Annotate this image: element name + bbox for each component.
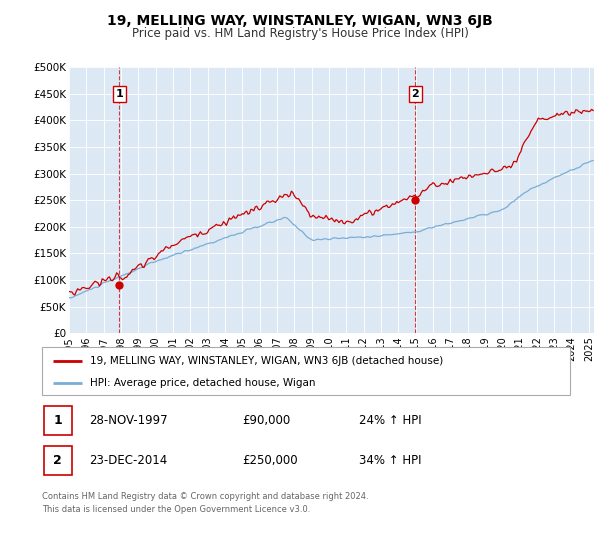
Text: 2: 2 [53, 454, 62, 468]
Text: 2: 2 [412, 89, 419, 99]
Text: HPI: Average price, detached house, Wigan: HPI: Average price, detached house, Wiga… [89, 378, 315, 388]
Text: Price paid vs. HM Land Registry's House Price Index (HPI): Price paid vs. HM Land Registry's House … [131, 27, 469, 40]
Text: Contains HM Land Registry data © Crown copyright and database right 2024.: Contains HM Land Registry data © Crown c… [42, 492, 368, 501]
Text: 19, MELLING WAY, WINSTANLEY, WIGAN, WN3 6JB: 19, MELLING WAY, WINSTANLEY, WIGAN, WN3 … [107, 14, 493, 28]
Text: 1: 1 [116, 89, 123, 99]
Text: 24% ↑ HPI: 24% ↑ HPI [359, 414, 421, 427]
Text: £250,000: £250,000 [242, 454, 298, 468]
Text: 28-NOV-1997: 28-NOV-1997 [89, 414, 168, 427]
Text: 23-DEC-2014: 23-DEC-2014 [89, 454, 168, 468]
Text: 1: 1 [53, 414, 62, 427]
Bar [44, 446, 71, 475]
Text: 34% ↑ HPI: 34% ↑ HPI [359, 454, 421, 468]
Text: 19, MELLING WAY, WINSTANLEY, WIGAN, WN3 6JB (detached house): 19, MELLING WAY, WINSTANLEY, WIGAN, WN3 … [89, 356, 443, 366]
Bar [44, 406, 71, 435]
Text: £90,000: £90,000 [242, 414, 291, 427]
Text: This data is licensed under the Open Government Licence v3.0.: This data is licensed under the Open Gov… [42, 505, 310, 514]
